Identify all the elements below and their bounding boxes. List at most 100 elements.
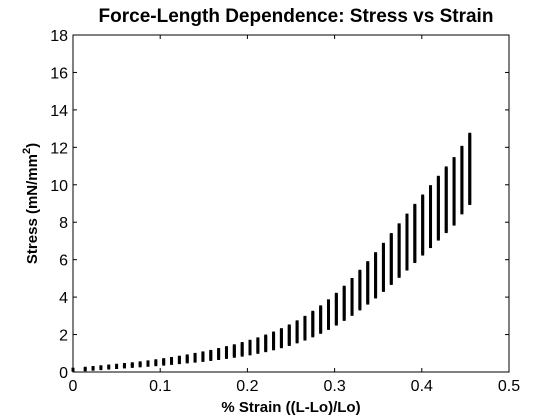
data-point (326, 304, 330, 308)
data-point (413, 258, 417, 262)
data-point (397, 261, 401, 265)
data-point (374, 289, 378, 293)
data-point (397, 244, 401, 248)
data-point (405, 231, 409, 235)
data-point (452, 163, 456, 167)
data-point (334, 314, 338, 318)
data-point (444, 198, 448, 202)
data-point (444, 175, 448, 179)
data-point (374, 282, 378, 286)
data-point (429, 201, 433, 205)
data-point (326, 310, 330, 314)
data-point (240, 351, 244, 355)
data-column (170, 357, 174, 365)
data-point (452, 198, 456, 202)
data-point (311, 326, 315, 330)
data-point (452, 211, 456, 215)
data-point (389, 275, 393, 279)
data-point (279, 334, 283, 338)
data-point (358, 276, 362, 280)
data-point (397, 231, 401, 235)
data-point (421, 233, 425, 237)
data-point (389, 234, 393, 238)
data-point (468, 171, 472, 175)
data-point (366, 266, 370, 270)
data-point (468, 198, 472, 202)
data-column (201, 351, 205, 362)
data-point (397, 266, 401, 270)
data-point (413, 224, 417, 228)
data-point (381, 287, 385, 291)
y-tick-label: 0 (59, 365, 68, 382)
data-point (460, 147, 464, 151)
data-point (452, 192, 456, 196)
data-point (429, 209, 433, 213)
data-point (452, 209, 456, 213)
data-point (421, 212, 425, 216)
data-point (460, 166, 464, 170)
data-point (342, 314, 346, 318)
data-point (342, 316, 346, 320)
data-point (421, 250, 425, 254)
data-point (374, 277, 378, 281)
data-point (319, 308, 323, 312)
data-point (256, 350, 260, 354)
data-point (248, 350, 252, 354)
data-point (334, 305, 338, 309)
data-point (272, 342, 276, 346)
data-point (334, 292, 338, 296)
data-point (248, 339, 252, 343)
data-point (468, 195, 472, 199)
data-point (326, 323, 330, 327)
data-point (444, 199, 448, 203)
data-point (381, 252, 385, 256)
data-point (326, 307, 330, 311)
data-point (397, 250, 401, 254)
data-column (272, 331, 276, 351)
data-point (405, 213, 409, 217)
data-point (319, 324, 323, 328)
data-point (311, 332, 315, 336)
data-point (436, 175, 440, 179)
data-point (358, 280, 362, 284)
data-point (342, 293, 346, 297)
data-point (468, 176, 472, 180)
data-point (99, 365, 103, 369)
data-point (350, 278, 354, 282)
data-point (232, 354, 236, 358)
data-column (193, 352, 197, 363)
data-point (452, 197, 456, 201)
data-column (107, 364, 111, 370)
data-point (326, 315, 330, 319)
data-point (436, 186, 440, 190)
data-point (429, 194, 433, 198)
data-point (374, 290, 378, 294)
data-point (444, 172, 448, 176)
data-point (468, 134, 472, 138)
data-point (429, 196, 433, 200)
data-point (413, 211, 417, 215)
data-point (389, 258, 393, 262)
data-point (295, 326, 299, 330)
data-point (429, 225, 433, 229)
data-point (272, 336, 276, 340)
data-point (342, 308, 346, 312)
data-point (389, 270, 393, 274)
data-point (334, 313, 338, 317)
data-point (460, 163, 464, 167)
data-point (279, 343, 283, 347)
data-point (279, 335, 283, 339)
data-point (436, 182, 440, 186)
data-point (468, 153, 472, 157)
data-point (381, 263, 385, 267)
data-point (429, 190, 433, 194)
x-axis-ticks: 0 0.1 0.2 0.3 0.4 0.5 (69, 35, 520, 395)
data-point (209, 351, 213, 355)
data-point (303, 320, 307, 324)
data-column (209, 349, 213, 361)
data-point (389, 233, 393, 237)
data-point (374, 258, 378, 262)
data-point (460, 158, 464, 162)
data-point (468, 145, 472, 149)
data-point (264, 349, 268, 353)
